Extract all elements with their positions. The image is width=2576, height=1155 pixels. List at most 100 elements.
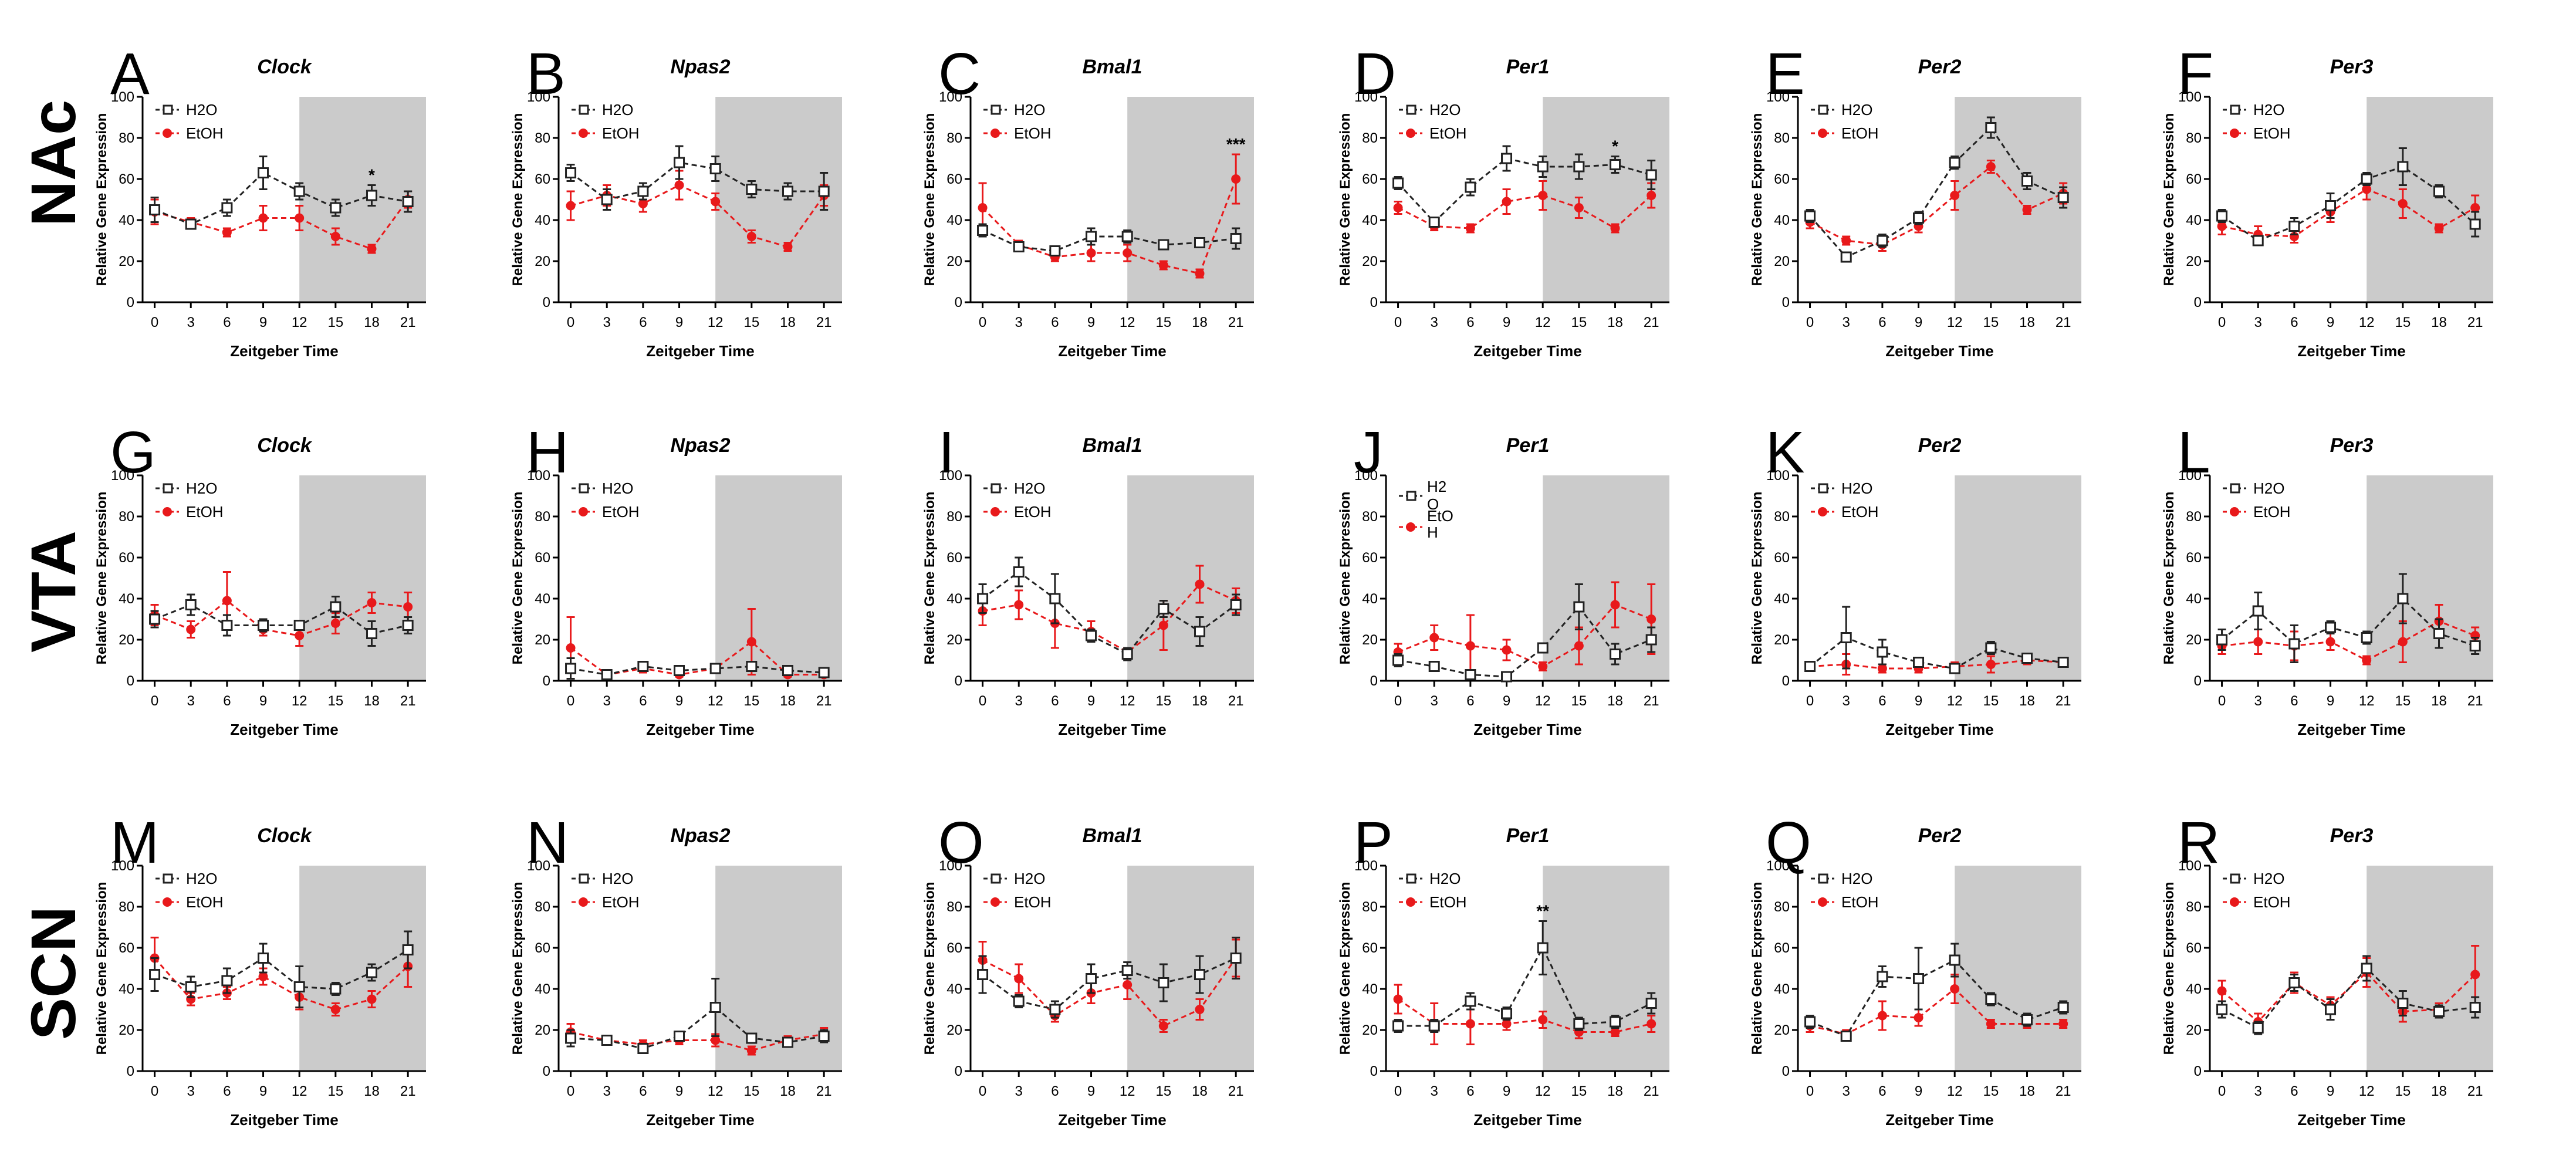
data-point-h2o <box>402 196 414 207</box>
data-point-h2o <box>1804 210 1816 222</box>
series-line-etoh <box>1810 988 2064 1035</box>
legend-etoh-marker <box>990 507 1000 516</box>
x-tick-label: 12 <box>1535 693 1551 709</box>
x-tick-label: 0 <box>2218 1083 2226 1099</box>
y-tick-label: 80 <box>2186 509 2202 525</box>
data-point-etoh <box>1502 645 1512 655</box>
data-point-h2o <box>1804 661 1816 672</box>
y-tick-label: 20 <box>2186 254 2202 269</box>
x-tick-label: 21 <box>1644 315 1659 330</box>
data-point-etoh <box>2325 637 2335 647</box>
data-point-etoh <box>1877 1011 1887 1021</box>
data-point-h2o <box>330 202 342 214</box>
series-line-etoh <box>1397 603 1652 668</box>
legend-h2o-marker <box>579 104 589 115</box>
data-point-h2o <box>2469 1002 2481 1013</box>
data-point-h2o <box>1049 245 1061 256</box>
y-tick-label: 0 <box>127 295 134 310</box>
data-point-h2o <box>1501 671 1513 683</box>
data-point-h2o <box>258 953 269 964</box>
data-point-h2o <box>2397 161 2409 173</box>
data-point-h2o <box>709 663 721 674</box>
x-tick-label: 9 <box>2327 693 2334 709</box>
x-tick-label: 3 <box>187 693 195 709</box>
dark-phase-shading <box>1127 475 1254 681</box>
x-tick-label: 21 <box>2467 315 2483 330</box>
data-point-h2o <box>601 1035 613 1046</box>
y-tick-label: 80 <box>1774 899 1790 915</box>
data-point-h2o <box>674 665 685 676</box>
legend-label-etoh: EtOH <box>1014 503 1052 521</box>
data-point-etoh <box>1158 1021 1168 1031</box>
x-tick-label: 6 <box>639 693 647 709</box>
legend-label-etoh: EtOH <box>186 893 224 911</box>
data-point-h2o <box>2021 175 2033 187</box>
x-tick-label: 3 <box>1843 693 1850 709</box>
data-point-h2o <box>185 599 197 610</box>
x-tick-label: 15 <box>2395 693 2411 709</box>
x-axis-label: Zeitgeber Time <box>1058 342 1166 360</box>
y-tick-label: 60 <box>1774 940 1790 956</box>
data-point-etoh <box>1465 224 1475 233</box>
x-tick-label: 0 <box>1806 315 1814 330</box>
dark-phase-shading <box>1127 97 1254 302</box>
y-tick-label: 60 <box>119 171 134 187</box>
legend-label-h2o: H2O <box>1014 870 1045 887</box>
data-point-h2o <box>818 667 830 678</box>
data-point-h2o <box>746 661 758 672</box>
x-axis-label: Zeitgeber Time <box>1473 342 1581 360</box>
y-tick-label: 0 <box>1782 1063 1790 1079</box>
y-axis-label: Relative Gene Expression <box>2161 492 2177 665</box>
x-tick-label: 18 <box>2431 693 2447 709</box>
legend-label-etoh: EtO <box>1427 507 1453 525</box>
x-tick-label: 18 <box>1192 1083 1208 1099</box>
data-point-etoh <box>222 228 232 237</box>
data-point-h2o <box>601 194 613 205</box>
x-tick-label: 0 <box>2218 693 2226 709</box>
x-tick-label: 6 <box>1466 1083 1474 1099</box>
y-tick-label: 80 <box>946 509 962 525</box>
data-point-h2o <box>2252 235 2264 246</box>
legend-label-etoh: EtOH <box>2253 503 2291 521</box>
x-tick-label: 18 <box>2431 315 2447 330</box>
x-tick-label: 9 <box>1087 693 1095 709</box>
data-point-h2o <box>2397 593 2409 604</box>
y-tick-label: 80 <box>535 130 550 146</box>
y-tick-label: 40 <box>535 212 550 228</box>
data-point-h2o <box>185 218 197 230</box>
y-tick-label: 80 <box>119 509 134 525</box>
x-tick-label: 15 <box>1983 315 1999 330</box>
panel-i: 0 20 40 60 80 100 0 3 6 9 12 15 18 21 Relative Gene Ex… <box>922 420 1254 738</box>
y-axis-label: Relative Gene Expression <box>922 492 938 665</box>
x-tick-label: 15 <box>327 1083 343 1099</box>
data-point-h2o <box>1013 566 1025 578</box>
x-tick-label: 12 <box>1120 693 1135 709</box>
data-point-h2o <box>1840 632 1852 643</box>
data-point-h2o <box>1158 977 1169 988</box>
series-line-h2o <box>1397 157 1652 224</box>
legend-etoh-marker <box>1818 129 1827 138</box>
panel-title: Bmal1 <box>1082 56 1142 78</box>
data-point-h2o <box>1913 212 1925 224</box>
series-line-etoh <box>570 1031 824 1052</box>
series-line-h2o <box>570 665 824 676</box>
y-tick-label: 100 <box>939 858 962 874</box>
series-line-h2o <box>982 570 1237 656</box>
data-point-etoh <box>2398 199 2408 208</box>
significance-marker: *** <box>1226 135 1246 153</box>
x-tick-label: 0 <box>1394 1083 1402 1099</box>
legend-etoh-marker <box>1406 522 1415 532</box>
panel-r: 0 20 40 60 80 100 0 3 6 9 12 15 18 21 Relative Gene Ex… <box>2161 810 2493 1129</box>
data-point-h2o <box>1501 1008 1513 1019</box>
x-tick-label: 0 <box>151 693 158 709</box>
series-line-h2o <box>1398 605 1652 678</box>
x-tick-label: 12 <box>1947 315 1963 330</box>
data-point-h2o <box>2288 638 2300 650</box>
y-tick-label: 100 <box>1354 89 1378 105</box>
y-tick-label: 20 <box>1774 632 1790 648</box>
data-point-h2o <box>366 967 378 978</box>
y-tick-label: 20 <box>2186 632 2202 648</box>
data-point-h2o <box>977 593 989 604</box>
x-tick-label: 21 <box>400 693 416 709</box>
x-tick-label: 6 <box>639 1083 647 1099</box>
